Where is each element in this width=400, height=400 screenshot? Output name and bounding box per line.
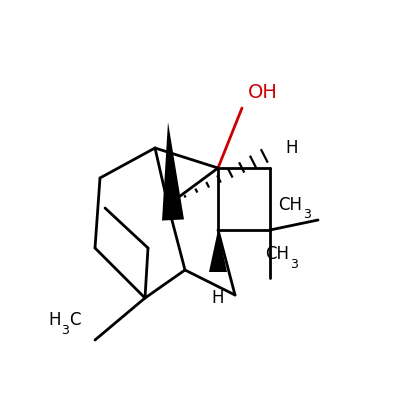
Text: 3: 3 xyxy=(61,324,69,336)
Text: C: C xyxy=(69,311,80,329)
Polygon shape xyxy=(162,122,184,220)
Text: H: H xyxy=(212,289,224,307)
Text: CH: CH xyxy=(265,245,289,263)
Text: CH: CH xyxy=(278,196,302,214)
Text: H: H xyxy=(285,139,298,157)
Polygon shape xyxy=(209,230,227,272)
Text: OH: OH xyxy=(248,82,278,102)
Text: 3: 3 xyxy=(290,258,298,270)
Text: 3: 3 xyxy=(303,208,311,222)
Text: H: H xyxy=(48,311,60,329)
